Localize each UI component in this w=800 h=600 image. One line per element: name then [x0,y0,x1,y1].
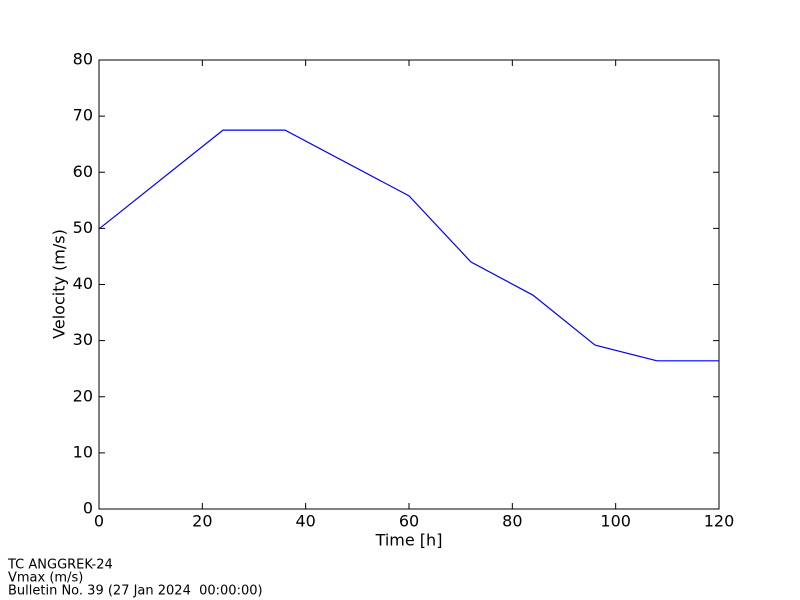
y-tick-label: 30 [73,330,93,349]
x-tick-label: 80 [502,512,522,531]
footer-note: Vmax (m/s) [8,571,83,586]
data-line [98,129,719,362]
y-tick-label: 60 [73,162,93,181]
y-tick-label: 50 [73,218,93,237]
y-tick-label: 0 [83,499,93,518]
y-tick-label: 70 [73,106,93,125]
footer-note: TC ANGGREK-24 [7,558,113,573]
y-axis-label: Velocity (m/s) [50,229,69,339]
plot-frame [98,59,720,510]
y-tick-label: 40 [73,274,93,293]
y-tick-label: 20 [73,386,93,405]
x-tick-label: 60 [399,512,419,531]
x-axis-label: Time [h] [375,531,443,550]
x-tick-label: 20 [192,512,212,531]
footer-note: Bulletin No. 39 (27 Jan 2024 00:00:00) [8,584,263,599]
x-tick-label: 0 [94,512,104,531]
y-tick-label: 80 [73,50,93,69]
x-tick-label: 40 [295,512,315,531]
x-tick-label: 100 [600,512,631,531]
x-tick-label: 120 [704,512,735,531]
y-tick-label: 10 [73,442,93,461]
